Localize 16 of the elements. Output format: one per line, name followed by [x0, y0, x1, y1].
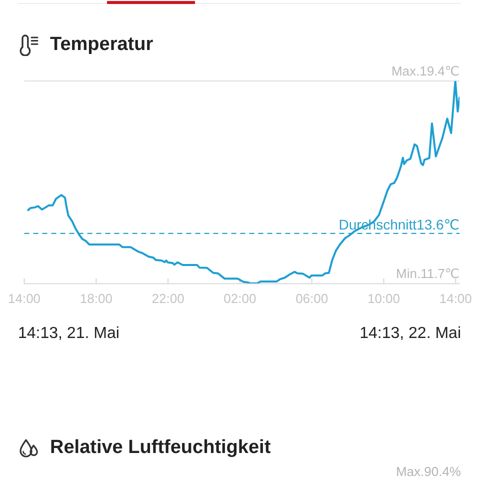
y-tick-label: 11.7℃	[420, 266, 460, 281]
y-tick-label: 19.4℃	[420, 64, 460, 79]
text: 14:13, 22. Mai	[360, 324, 461, 343]
text: Relative Luftfeuchtigkeit	[50, 437, 271, 459]
x-tick-label: 18:00	[80, 290, 112, 306]
text: 14:13, 21. Mai	[18, 324, 120, 343]
x-tick-label: 22:00	[152, 290, 184, 306]
x-tick-label: 02:00	[224, 290, 256, 306]
x-tick-label: 10:00	[367, 290, 400, 306]
chart-title: Temperatur	[50, 34, 154, 56]
text: Max.	[391, 64, 420, 79]
text: Max.90.4%	[396, 464, 461, 479]
annotation: Min.	[396, 266, 421, 281]
x-tick-label: 14:00	[8, 290, 41, 306]
x-tick-label: 14:00	[439, 290, 472, 306]
x-tick-label: 06:00	[296, 290, 328, 306]
